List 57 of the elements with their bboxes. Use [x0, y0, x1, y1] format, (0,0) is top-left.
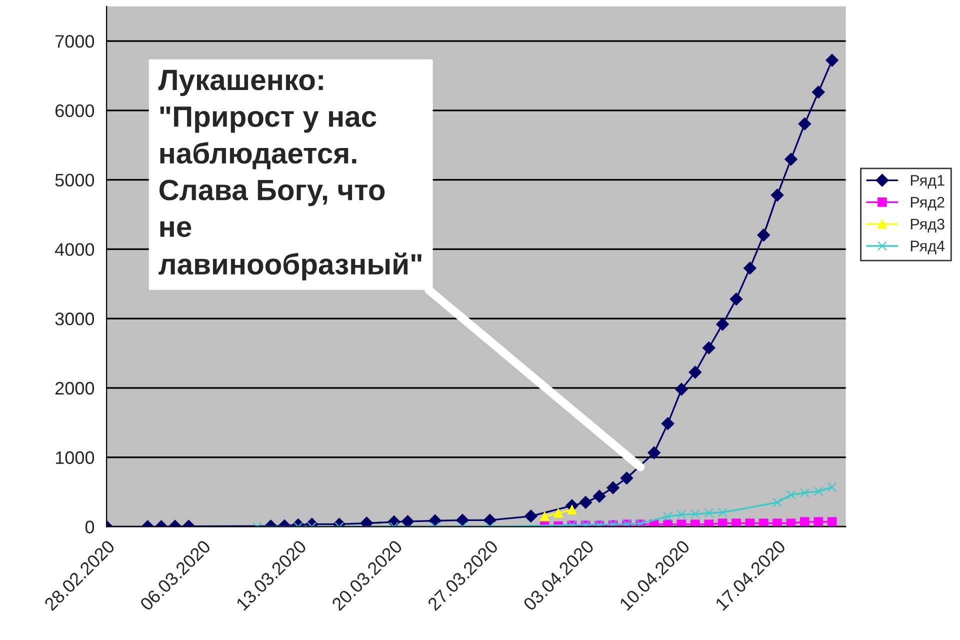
legend-label: Ряд2	[910, 196, 944, 211]
annotation: Лукашенко: "Прирост у нас наблюдается. Слава Богу, что не лавинообразный"	[158, 70, 422, 280]
y-tick-label: 5000	[55, 174, 94, 187]
point	[718, 508, 728, 518]
point	[772, 518, 782, 527]
legend-label: Ряд1	[910, 175, 944, 189]
y-tick-label: 6000	[56, 104, 94, 118]
y-tick-label: 3000	[55, 312, 94, 326]
point	[827, 482, 837, 492]
point	[606, 481, 620, 494]
y-tick-label: 0	[85, 520, 94, 534]
point	[401, 515, 414, 527]
point	[704, 508, 714, 518]
y-tick-label: 7000	[56, 35, 94, 48]
point	[675, 382, 688, 396]
point	[800, 517, 810, 527]
point	[524, 510, 538, 523]
point	[554, 508, 563, 518]
y-tick-label: 4000	[55, 243, 94, 256]
point	[814, 486, 824, 496]
point	[812, 86, 825, 99]
point	[730, 292, 743, 306]
point	[772, 498, 782, 508]
point	[456, 514, 469, 527]
point	[540, 512, 550, 522]
point	[814, 517, 824, 527]
point	[690, 509, 700, 519]
point	[786, 490, 796, 500]
point	[732, 518, 741, 527]
point	[716, 318, 729, 331]
point	[757, 228, 770, 242]
point	[663, 512, 672, 522]
point	[592, 490, 606, 503]
point	[620, 472, 634, 485]
point	[704, 520, 714, 527]
point	[661, 417, 674, 430]
point	[784, 152, 798, 166]
y-tick-label: 2000	[56, 382, 94, 395]
point	[826, 54, 838, 67]
point	[770, 188, 784, 202]
point	[483, 514, 496, 527]
legend-label: Ряд3	[910, 218, 944, 232]
point	[798, 117, 812, 130]
point	[744, 262, 756, 274]
y-tick-label: 1000	[56, 451, 94, 464]
point	[688, 366, 702, 379]
point	[827, 517, 837, 527]
point	[758, 518, 768, 527]
legend-label: Ряд4	[910, 240, 945, 254]
point	[690, 520, 700, 527]
point	[702, 341, 716, 354]
point	[579, 496, 592, 509]
point	[676, 510, 686, 520]
point	[567, 505, 577, 514]
point	[648, 446, 661, 460]
point	[800, 488, 810, 498]
point	[428, 514, 442, 527]
